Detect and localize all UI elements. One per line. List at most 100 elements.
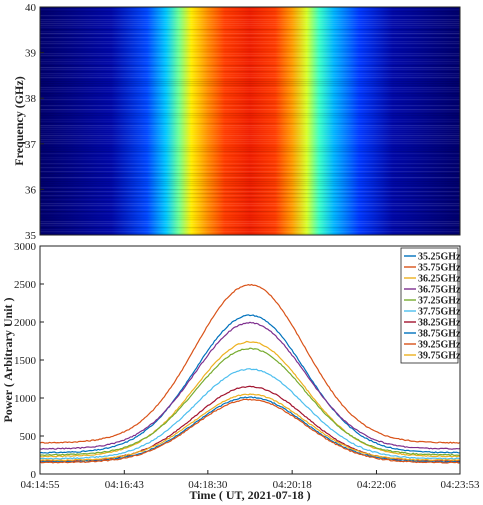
- heatmap-stripe: [40, 123, 460, 125]
- heatmap-stripe: [40, 27, 460, 29]
- heatmap-stripe: [40, 25, 460, 27]
- series-line-39.75GHz: [40, 393, 460, 462]
- heatmap-stripe: [40, 7, 460, 9]
- heatmap-stripe: [40, 213, 460, 214]
- y-ticks: 0 500 1000 1500 2000 2500 3000: [14, 241, 44, 481]
- heatmap-stripe: [40, 135, 460, 137]
- heatmap-stripe: [40, 203, 460, 205]
- heatmap-stripe: [40, 111, 460, 112]
- heatmap-stripe: [40, 117, 460, 119]
- heatmap-stripe: [40, 143, 460, 145]
- heatmap-stripe: [40, 199, 460, 200]
- heatmap-stripe: [40, 13, 460, 14]
- heatmap-stripe: [40, 49, 460, 50]
- heatmap-stripe: [40, 217, 460, 219]
- heatmap-stripe: [40, 145, 460, 146]
- heatmap-stripe: [40, 177, 460, 179]
- heatmap-stripe: [40, 79, 460, 81]
- heatmap-stripe: [40, 139, 460, 141]
- heatmap-stripe: [40, 207, 460, 209]
- x-axis-label: Time ( UT, 2021-07-18 ): [189, 488, 310, 502]
- heatmap-y-tick-label: 40: [25, 2, 37, 14]
- y-tick-label: 3000: [14, 241, 37, 253]
- heatmap-stripe: [40, 127, 460, 129]
- x-tick-label: 04:18:30: [188, 479, 228, 491]
- heatmap-stripe: [40, 225, 460, 227]
- heatmap-stripe: [40, 59, 460, 61]
- heatmap-stripe: [40, 89, 460, 91]
- heatmap-stripe: [40, 21, 460, 23]
- legend-label: 35.75GHz: [418, 263, 461, 274]
- heatmap-stripe: [40, 53, 460, 55]
- heatmap-stripe: [40, 209, 460, 211]
- heatmap-stripe: [40, 15, 460, 17]
- heatmap-stripe: [40, 221, 460, 223]
- heatmap-stripe: [40, 47, 460, 49]
- heatmap-stripe: [40, 191, 460, 193]
- heatmap-stripe: [40, 187, 460, 189]
- heatmap-y-ticks: 35 36 37 38 39 40: [25, 2, 44, 242]
- heatmap-stripe: [40, 9, 460, 11]
- heatmap-stripe: [40, 157, 460, 158]
- line-chart-panel: 0 500 1000 1500 2000 2500 3000 04:14:55 04:16:4…: [1, 241, 480, 502]
- heatmap-stripe: [40, 173, 460, 175]
- heatmap-stripe: [40, 151, 460, 153]
- heatmap-stripes: [40, 7, 460, 235]
- heatmap-panel: 35 36 37 38 39 40 Frequency (GHz): [12, 2, 461, 242]
- heatmap-stripe: [40, 31, 460, 33]
- legend-label: 38.25GHz: [418, 318, 461, 329]
- heatmap-stripe: [40, 71, 460, 73]
- heatmap-stripe: [40, 81, 460, 83]
- legend-label: 39.25GHz: [418, 340, 461, 351]
- series-line-36.25GHz: [40, 340, 460, 458]
- heatmap-stripe: [40, 23, 460, 25]
- heatmap-stripe: [40, 61, 460, 63]
- heatmap-stripe: [40, 33, 460, 35]
- heatmap-stripe: [40, 95, 460, 97]
- heatmap-stripe: [40, 171, 460, 173]
- heatmap-frame: [39, 6, 461, 236]
- series-line-37.25GHz: [40, 347, 460, 457]
- series-line-39.25GHz: [40, 398, 460, 464]
- heatmap-stripe: [40, 65, 460, 67]
- heatmap-stripe: [40, 83, 460, 85]
- heatmap-stripe: [40, 159, 460, 161]
- heatmap-stripe: [40, 41, 460, 43]
- heatmap-stripe: [40, 233, 460, 235]
- heatmap-stripe: [40, 91, 460, 93]
- heatmap-stripe: [40, 181, 460, 183]
- y-tick-label: 2000: [14, 317, 37, 329]
- plot-area: [40, 246, 460, 474]
- heatmap-stripe: [40, 193, 460, 195]
- heatmap-stripe: [40, 51, 460, 53]
- y-tick-label: 500: [20, 431, 37, 443]
- heatmap-stripe: [40, 141, 460, 143]
- heatmap-stripe: [40, 11, 460, 13]
- heatmap-stripe: [40, 205, 460, 207]
- heatmap-stripe: [40, 55, 460, 57]
- heatmap-stripe: [40, 109, 460, 111]
- x-tick-label: 04:16:43: [105, 479, 145, 491]
- legend-label: 37.25GHz: [418, 296, 461, 307]
- x-tick-label: 04:23:53: [440, 479, 480, 491]
- y-tick-label: 1500: [14, 355, 37, 367]
- heatmap-stripe: [40, 137, 460, 139]
- y-tick-label: 1000: [14, 393, 37, 405]
- heatmap-stripe: [40, 231, 460, 233]
- heatmap-stripe: [40, 165, 460, 167]
- legend-label: 36.25GHz: [418, 274, 461, 285]
- heatmap-stripe: [40, 215, 460, 217]
- heatmap-stripe: [40, 211, 460, 213]
- heatmap-stripe: [40, 103, 460, 105]
- x-tick-label: 04:20:18: [273, 479, 313, 491]
- heatmap-stripe: [40, 133, 460, 135]
- heatmap-stripe: [40, 185, 460, 187]
- heatmap-stripe: [40, 77, 460, 79]
- heatmap-stripe: [40, 223, 460, 225]
- x-tick-label: 04:22:06: [357, 479, 397, 491]
- heatmap-stripe: [40, 43, 460, 45]
- heatmap-stripe: [40, 149, 460, 151]
- series-line-35.25GHz: [40, 314, 460, 454]
- heatmap-stripe: [40, 161, 460, 162]
